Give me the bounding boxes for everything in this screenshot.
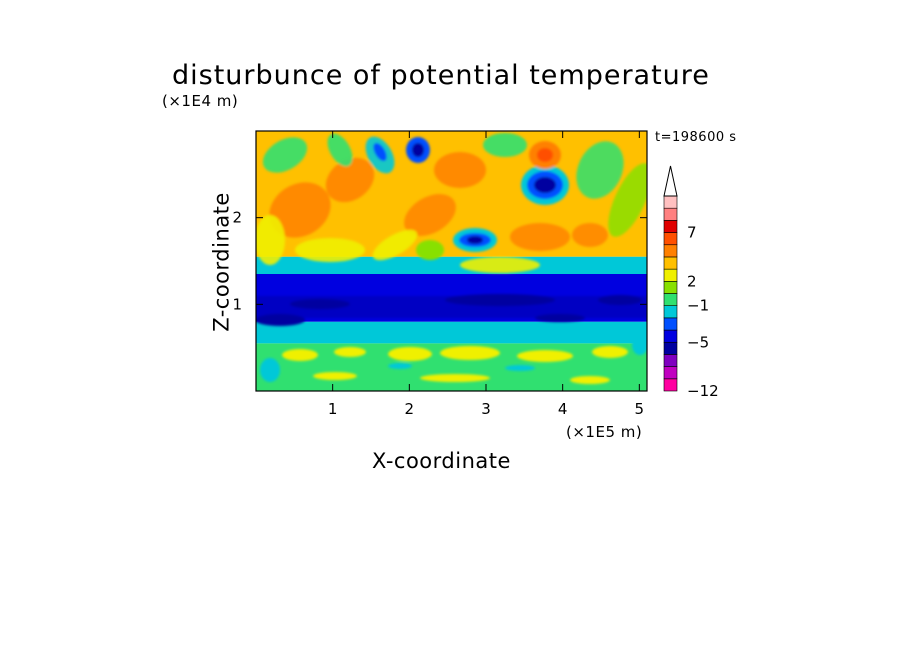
contour-blob xyxy=(256,215,285,265)
contour-blob xyxy=(592,346,628,358)
x-tick-label: 1 xyxy=(328,400,338,418)
contour-blob xyxy=(295,238,365,262)
colorbar-swatch xyxy=(663,220,678,233)
contour-blob xyxy=(334,347,366,357)
contour-blob xyxy=(262,137,308,173)
contour-blob xyxy=(483,133,527,157)
contour-blob xyxy=(440,346,500,360)
contour-blob xyxy=(608,163,647,237)
x-tick-label: 3 xyxy=(481,400,491,418)
contour-blob xyxy=(388,347,432,361)
contour-blob xyxy=(534,177,556,193)
colorbar-swatch xyxy=(663,341,678,355)
x-tick-label: 5 xyxy=(635,400,645,418)
contour-blob xyxy=(373,142,387,162)
plot-frame xyxy=(255,130,648,392)
colorbar: 7 2 −1 −5 −12 xyxy=(663,165,719,400)
contour-band xyxy=(256,256,647,274)
contour-blob xyxy=(420,374,490,382)
contour-blob xyxy=(412,143,424,157)
z-unit-label: (×1E4 m) xyxy=(162,92,239,110)
colorbar-swatch xyxy=(663,195,678,209)
colorbar-swatch xyxy=(663,256,678,270)
x-unit-label: (×1E5 m) xyxy=(566,423,643,441)
contour-blob xyxy=(467,236,483,244)
contour-band xyxy=(256,321,647,344)
z-tick-label: 1 xyxy=(232,295,242,313)
contour-blob xyxy=(388,363,412,369)
contour-field xyxy=(256,131,647,391)
contour-blob xyxy=(434,152,486,188)
x-axis-label: X-coordinate xyxy=(372,449,511,473)
contour-blob xyxy=(517,350,573,362)
contour-blob xyxy=(313,372,357,380)
contour-blob xyxy=(445,294,555,306)
colorbar-swatch xyxy=(663,305,678,319)
contour-blob xyxy=(325,157,375,203)
colorbar-label: −5 xyxy=(687,333,709,351)
x-ticks: 1 2 3 4 5 xyxy=(328,131,644,418)
contour-blob xyxy=(576,141,624,199)
contour-blob xyxy=(570,376,610,384)
colorbar-label: 2 xyxy=(687,272,697,290)
contour-blob xyxy=(537,148,553,162)
colorbar-swatch xyxy=(663,268,678,282)
colorbar-swatch xyxy=(663,293,678,306)
contour-blob xyxy=(260,358,280,382)
contour-blob xyxy=(510,223,570,251)
colorbar-swatch xyxy=(663,329,678,343)
colorbar-swatch xyxy=(663,378,678,392)
x-tick-label: 2 xyxy=(405,400,415,418)
colorbar-swatch xyxy=(663,366,678,380)
contour-blob xyxy=(460,257,540,273)
contour-blob xyxy=(327,133,353,167)
z-tick-label: 2 xyxy=(232,209,242,227)
z-ticks: 12 xyxy=(232,209,647,313)
x-tick-label: 4 xyxy=(558,400,568,418)
time-label: t=198600 s xyxy=(655,130,737,145)
colorbar-swatch xyxy=(663,207,678,221)
contour-blob xyxy=(632,335,647,355)
contour-blob xyxy=(282,349,318,361)
colorbar-swatch xyxy=(663,281,678,294)
colorbar-swatch xyxy=(663,354,678,367)
chart-title: disturbunce of potential temperature xyxy=(172,60,710,91)
colorbar-swatch xyxy=(663,244,678,258)
contour-blob xyxy=(598,295,642,305)
colorbar-label: −1 xyxy=(687,297,709,315)
contour-blob xyxy=(572,223,608,247)
colorbar-swatch xyxy=(663,232,678,246)
colorbar-swatch xyxy=(663,317,678,331)
contour-features xyxy=(256,133,647,384)
contour-blob xyxy=(416,240,444,260)
colorbar-label: −12 xyxy=(687,382,719,400)
colorbar-label: 7 xyxy=(687,224,697,242)
colorbar-extend-arrow xyxy=(663,165,678,197)
contour-blob xyxy=(290,299,350,309)
contour-blob xyxy=(269,182,331,238)
contour-blob xyxy=(505,365,535,371)
contour-blob xyxy=(535,314,585,322)
contour-blob xyxy=(256,314,305,326)
contour-blob xyxy=(404,194,456,236)
contour-blob xyxy=(372,229,418,261)
